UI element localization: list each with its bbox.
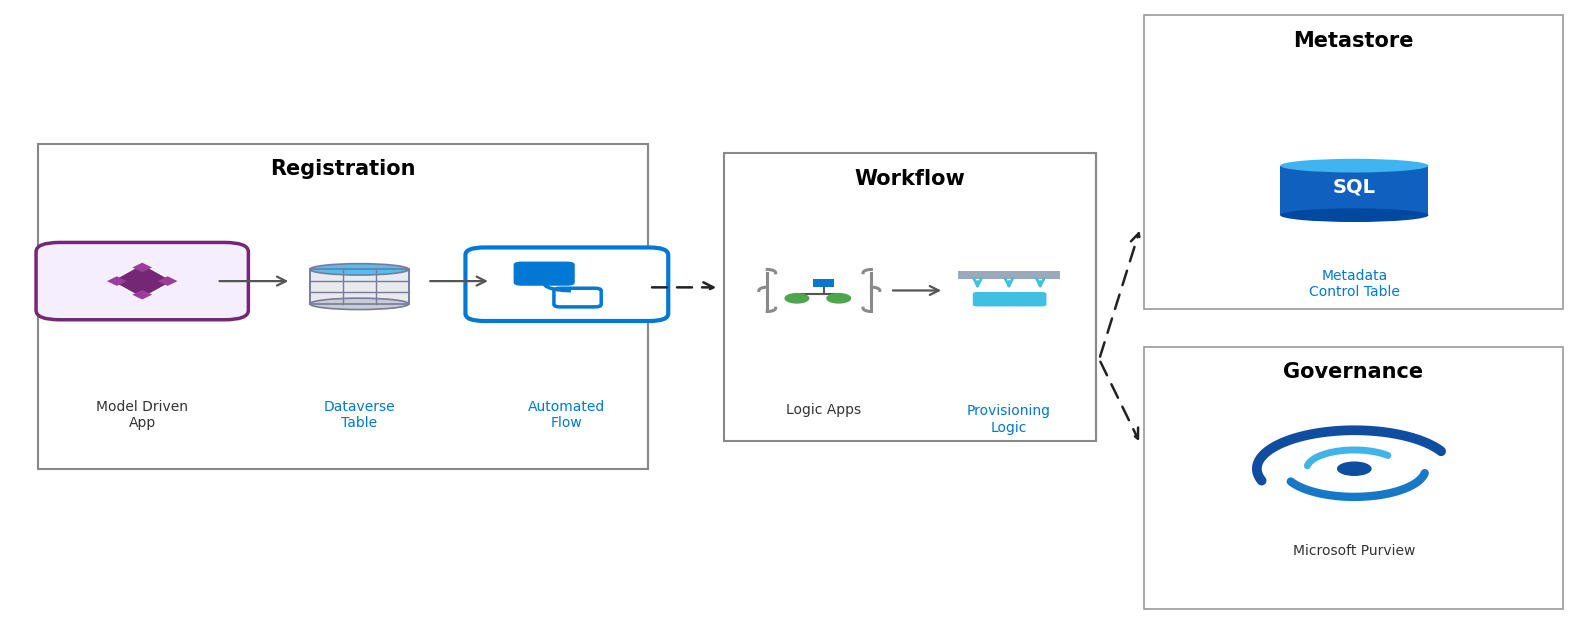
Text: Workflow: Workflow [854,168,965,189]
Polygon shape [107,276,127,286]
Text: Provisioning
Logic: Provisioning Logic [967,404,1051,435]
Circle shape [827,293,851,303]
Bar [812,279,835,288]
FancyBboxPatch shape [553,288,601,307]
Polygon shape [157,276,178,286]
Text: Metastore: Metastore [1293,31,1414,51]
Circle shape [1337,462,1371,475]
Ellipse shape [1280,208,1428,222]
Text: Governance: Governance [1283,362,1423,382]
Bar [723,153,1096,440]
FancyBboxPatch shape [1006,292,1046,307]
Circle shape [785,293,809,303]
Bar [1143,15,1563,309]
FancyBboxPatch shape [466,247,668,321]
Bar [1143,347,1563,610]
Text: Dataverse
Table: Dataverse Table [323,400,394,430]
Ellipse shape [1280,159,1428,172]
Bar [1280,166,1428,215]
Ellipse shape [310,264,409,275]
Bar [310,269,409,304]
Text: Registration: Registration [270,159,415,179]
FancyBboxPatch shape [973,292,1013,307]
Polygon shape [111,264,173,298]
Bar [38,143,647,469]
FancyBboxPatch shape [514,262,574,286]
Text: Metadata
Control Table: Metadata Control Table [1309,269,1399,299]
Polygon shape [132,262,153,273]
Text: Model Driven
App: Model Driven App [97,400,188,430]
Polygon shape [132,290,153,300]
Text: SQL: SQL [1332,177,1375,196]
Text: Logic Apps: Logic Apps [785,403,862,417]
Text: Automated
Flow: Automated Flow [528,400,606,430]
Bar [310,269,409,304]
Text: Microsoft Purview: Microsoft Purview [1293,544,1415,558]
FancyBboxPatch shape [37,242,248,320]
Ellipse shape [310,298,409,310]
Bar [957,271,1061,279]
